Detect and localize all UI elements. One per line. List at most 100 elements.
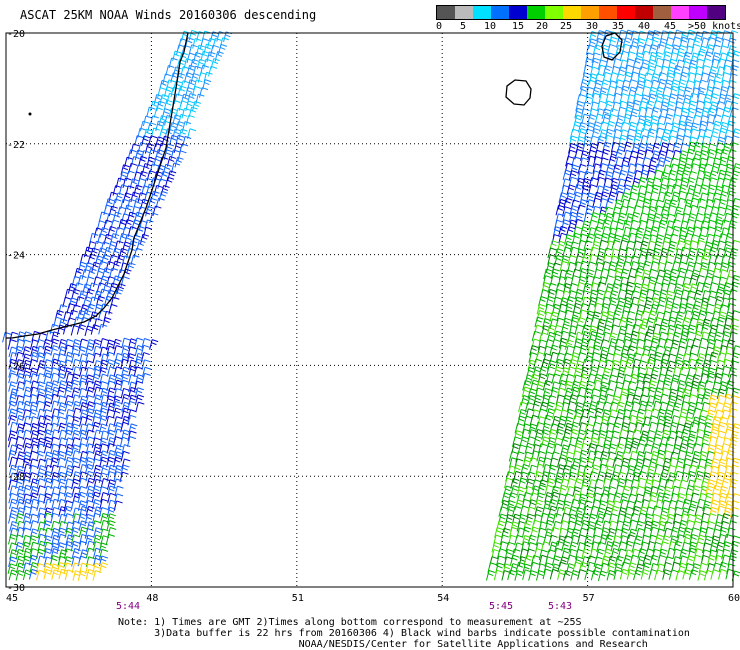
wind-barb [128,423,138,435]
wind-barb [684,79,694,91]
wind-barb [140,150,150,161]
wind-barb [36,429,46,441]
wind-barb [174,156,184,168]
wind-barb [625,171,635,182]
wind-barb [681,282,691,294]
wind-barb [152,205,162,217]
wind-barb [99,401,109,413]
wind-barb [85,374,95,385]
wind-barb [106,429,116,441]
wind-barb [29,401,39,413]
wind-barb [112,275,122,286]
wind-barb [99,346,109,358]
wind-barb [106,345,116,357]
wind-barb [36,388,46,399]
wind-barb [140,344,150,356]
wind-barb [8,381,18,392]
wind-barbs [2,29,740,582]
wind-barb [8,408,18,420]
wind-barb [35,393,45,405]
wind-barb [728,549,738,560]
legend-label: 25 [560,21,573,32]
wind-barb [57,443,67,455]
wind-barb [160,184,170,196]
wind-barb [86,401,96,412]
wind-barb [181,107,191,119]
legend-swatch [617,6,635,19]
wind-barb [669,379,679,391]
wind-barb [65,414,75,426]
lon-tick-label: 45 [6,593,18,604]
wind-barb [98,380,108,392]
wind-barb [98,486,108,497]
wind-barb [196,58,206,70]
wind-barb [23,484,33,496]
legend-swatch [545,6,563,19]
lon-tick-label: 60 [728,593,740,604]
wind-barb [50,338,60,350]
lon-tick-label: 54 [437,593,449,604]
wind-barb [70,423,80,435]
wind-barb [64,344,74,356]
wind-barb [96,220,106,231]
wind-barb [74,282,84,293]
wind-barb [140,185,151,196]
wind-barb [49,492,59,504]
wind-barb [76,324,86,335]
wind-barb [672,402,682,413]
wind-barb [21,478,31,490]
wind-barb [586,555,596,566]
wind-barb [68,297,78,309]
wind-barb [44,422,54,434]
wind-barb [527,542,537,553]
wind-barb [71,486,81,497]
legend-swatch [527,6,545,19]
wind-barb [8,456,19,468]
wind-barb [30,345,40,357]
wind-barb [169,134,179,146]
wind-barb [108,240,118,252]
wind-barb [57,402,67,413]
wind-barb [103,310,113,322]
wind-barb [185,114,195,126]
wind-barb [657,219,668,231]
wind-barb [584,423,594,435]
small-island [28,112,32,116]
wind-barb [729,101,739,112]
wind-barb [129,178,139,189]
wind-barb [43,372,53,384]
wind-barb [130,191,140,203]
wind-barb [43,568,53,580]
wind-barb [106,456,116,468]
wind-barb [79,402,89,413]
wind-barb [691,520,702,532]
wind-barb [196,44,206,56]
note-line-1: Note: 1) Times are GMT 2)Times along bot… [118,617,582,628]
wind-barb [170,149,180,161]
wind-barb [687,170,697,182]
wind-barb [30,380,40,391]
wind-barb [92,352,102,364]
wind-barb [112,185,122,196]
legend-label: 10 [484,21,497,32]
wind-barb [98,211,108,223]
wind-barb [57,395,67,406]
wind-barb [65,408,75,420]
wind-barb [131,205,141,217]
lat-tick-label: -26 [7,361,25,372]
wind-barb [90,324,100,335]
wind-barb [114,240,124,252]
wind-barb [120,373,130,385]
wind-barb [126,198,137,210]
wind-barb [93,318,103,329]
wind-barb [180,66,190,77]
wind-barb [208,65,218,77]
wind-barb [14,345,24,357]
wind-barb [123,204,133,216]
wind-barb [78,471,88,482]
wind-barb [106,479,117,490]
wind-barb [22,331,32,342]
wind-barb [121,393,131,405]
wind-barb [100,241,110,253]
wind-barb [50,436,60,448]
